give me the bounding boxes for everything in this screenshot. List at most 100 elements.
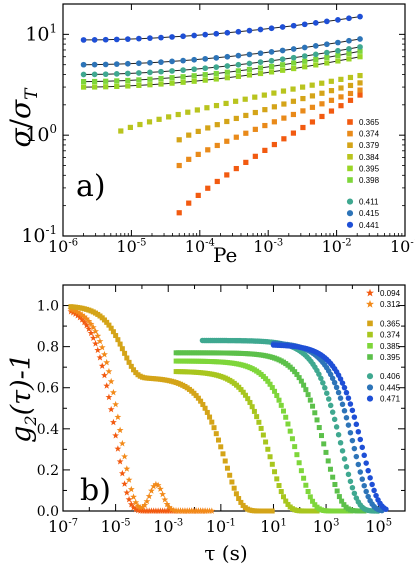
series-0.411	[80, 44, 363, 78]
x-tick-label: 10-4	[185, 237, 215, 256]
series-0.384	[118, 72, 363, 134]
data-point	[101, 350, 108, 358]
data-point	[224, 53, 231, 60]
data-point	[319, 90, 325, 96]
data-point	[105, 393, 113, 401]
data-point	[208, 507, 216, 514]
data-point	[89, 323, 97, 331]
data-point	[245, 396, 251, 402]
data-point	[355, 461, 362, 468]
data-point	[347, 82, 354, 89]
data-point	[224, 69, 230, 75]
data-point	[303, 387, 309, 393]
data-point	[123, 489, 131, 496]
data-point	[205, 185, 211, 191]
data-point	[191, 73, 197, 79]
data-point	[357, 72, 363, 79]
data-point	[324, 390, 330, 396]
data-point	[329, 375, 336, 382]
data-point	[233, 98, 239, 104]
y-tick-label: 101	[25, 21, 57, 45]
data-point	[251, 408, 257, 414]
data-point	[280, 408, 286, 414]
data-point	[85, 325, 93, 332]
data-point	[331, 379, 338, 386]
data-point	[260, 432, 266, 438]
data-point	[102, 71, 109, 78]
data-point	[108, 325, 114, 331]
series-0.395	[80, 54, 363, 90]
data-point	[222, 458, 228, 464]
data-point	[271, 104, 277, 110]
data-point	[123, 465, 131, 472]
data-point	[323, 41, 330, 48]
data-point	[269, 385, 275, 391]
data-point	[290, 98, 297, 104]
data-point	[257, 65, 264, 71]
data-point	[235, 61, 242, 68]
data-point	[300, 124, 306, 131]
data-point	[347, 119, 353, 125]
data-point	[265, 378, 271, 384]
data-point	[281, 101, 287, 107]
data-point	[345, 471, 352, 478]
data-point	[272, 469, 278, 475]
data-point	[205, 147, 211, 153]
data-point	[202, 77, 208, 83]
data-point	[366, 300, 374, 308]
data-point	[231, 485, 237, 491]
data-point	[103, 358, 111, 366]
series-0.471	[270, 342, 389, 512]
data-point	[233, 134, 239, 140]
y-tick-label: 100	[25, 122, 57, 146]
data-point	[261, 92, 267, 98]
data-point	[116, 458, 124, 465]
data-point	[341, 408, 348, 414]
data-point	[305, 392, 311, 398]
x-tick-label: 10-2	[322, 237, 352, 256]
data-point	[176, 137, 182, 143]
data-point	[303, 482, 309, 488]
data-point	[254, 414, 260, 420]
data-point	[357, 36, 363, 42]
data-point	[268, 69, 275, 75]
data-point	[373, 492, 379, 499]
data-point	[341, 456, 348, 462]
data-point	[98, 343, 106, 351]
data-point	[91, 71, 98, 78]
panel-label: b)	[80, 473, 111, 508]
x-axis-label: Pe	[213, 243, 237, 267]
data-point	[158, 68, 164, 75]
data-point	[227, 472, 233, 478]
data-point	[339, 380, 346, 386]
data-point	[338, 76, 344, 82]
series-0.385	[173, 358, 354, 514]
data-point	[125, 476, 133, 483]
data-point	[166, 114, 172, 120]
data-point	[96, 353, 104, 361]
data-point	[211, 425, 217, 431]
data-point	[200, 402, 206, 408]
data-point	[204, 409, 210, 415]
data-point	[207, 414, 213, 420]
data-point	[333, 384, 340, 391]
data-point	[235, 68, 241, 74]
data-point	[346, 37, 352, 44]
data-point	[346, 221, 354, 228]
data-point	[338, 85, 344, 91]
data-point	[156, 485, 164, 492]
data-point	[314, 417, 320, 423]
data-point	[80, 61, 87, 68]
data-point	[249, 404, 255, 410]
legend-entry: 0.379	[359, 141, 380, 150]
data-point	[165, 503, 173, 511]
data-point	[246, 72, 253, 78]
data-point	[106, 322, 112, 328]
data-point	[312, 51, 319, 58]
data-point	[262, 107, 268, 113]
data-point	[359, 476, 365, 482]
data-point	[294, 452, 300, 458]
data-point	[319, 433, 325, 439]
data-point	[346, 198, 354, 205]
data-point	[127, 124, 133, 131]
